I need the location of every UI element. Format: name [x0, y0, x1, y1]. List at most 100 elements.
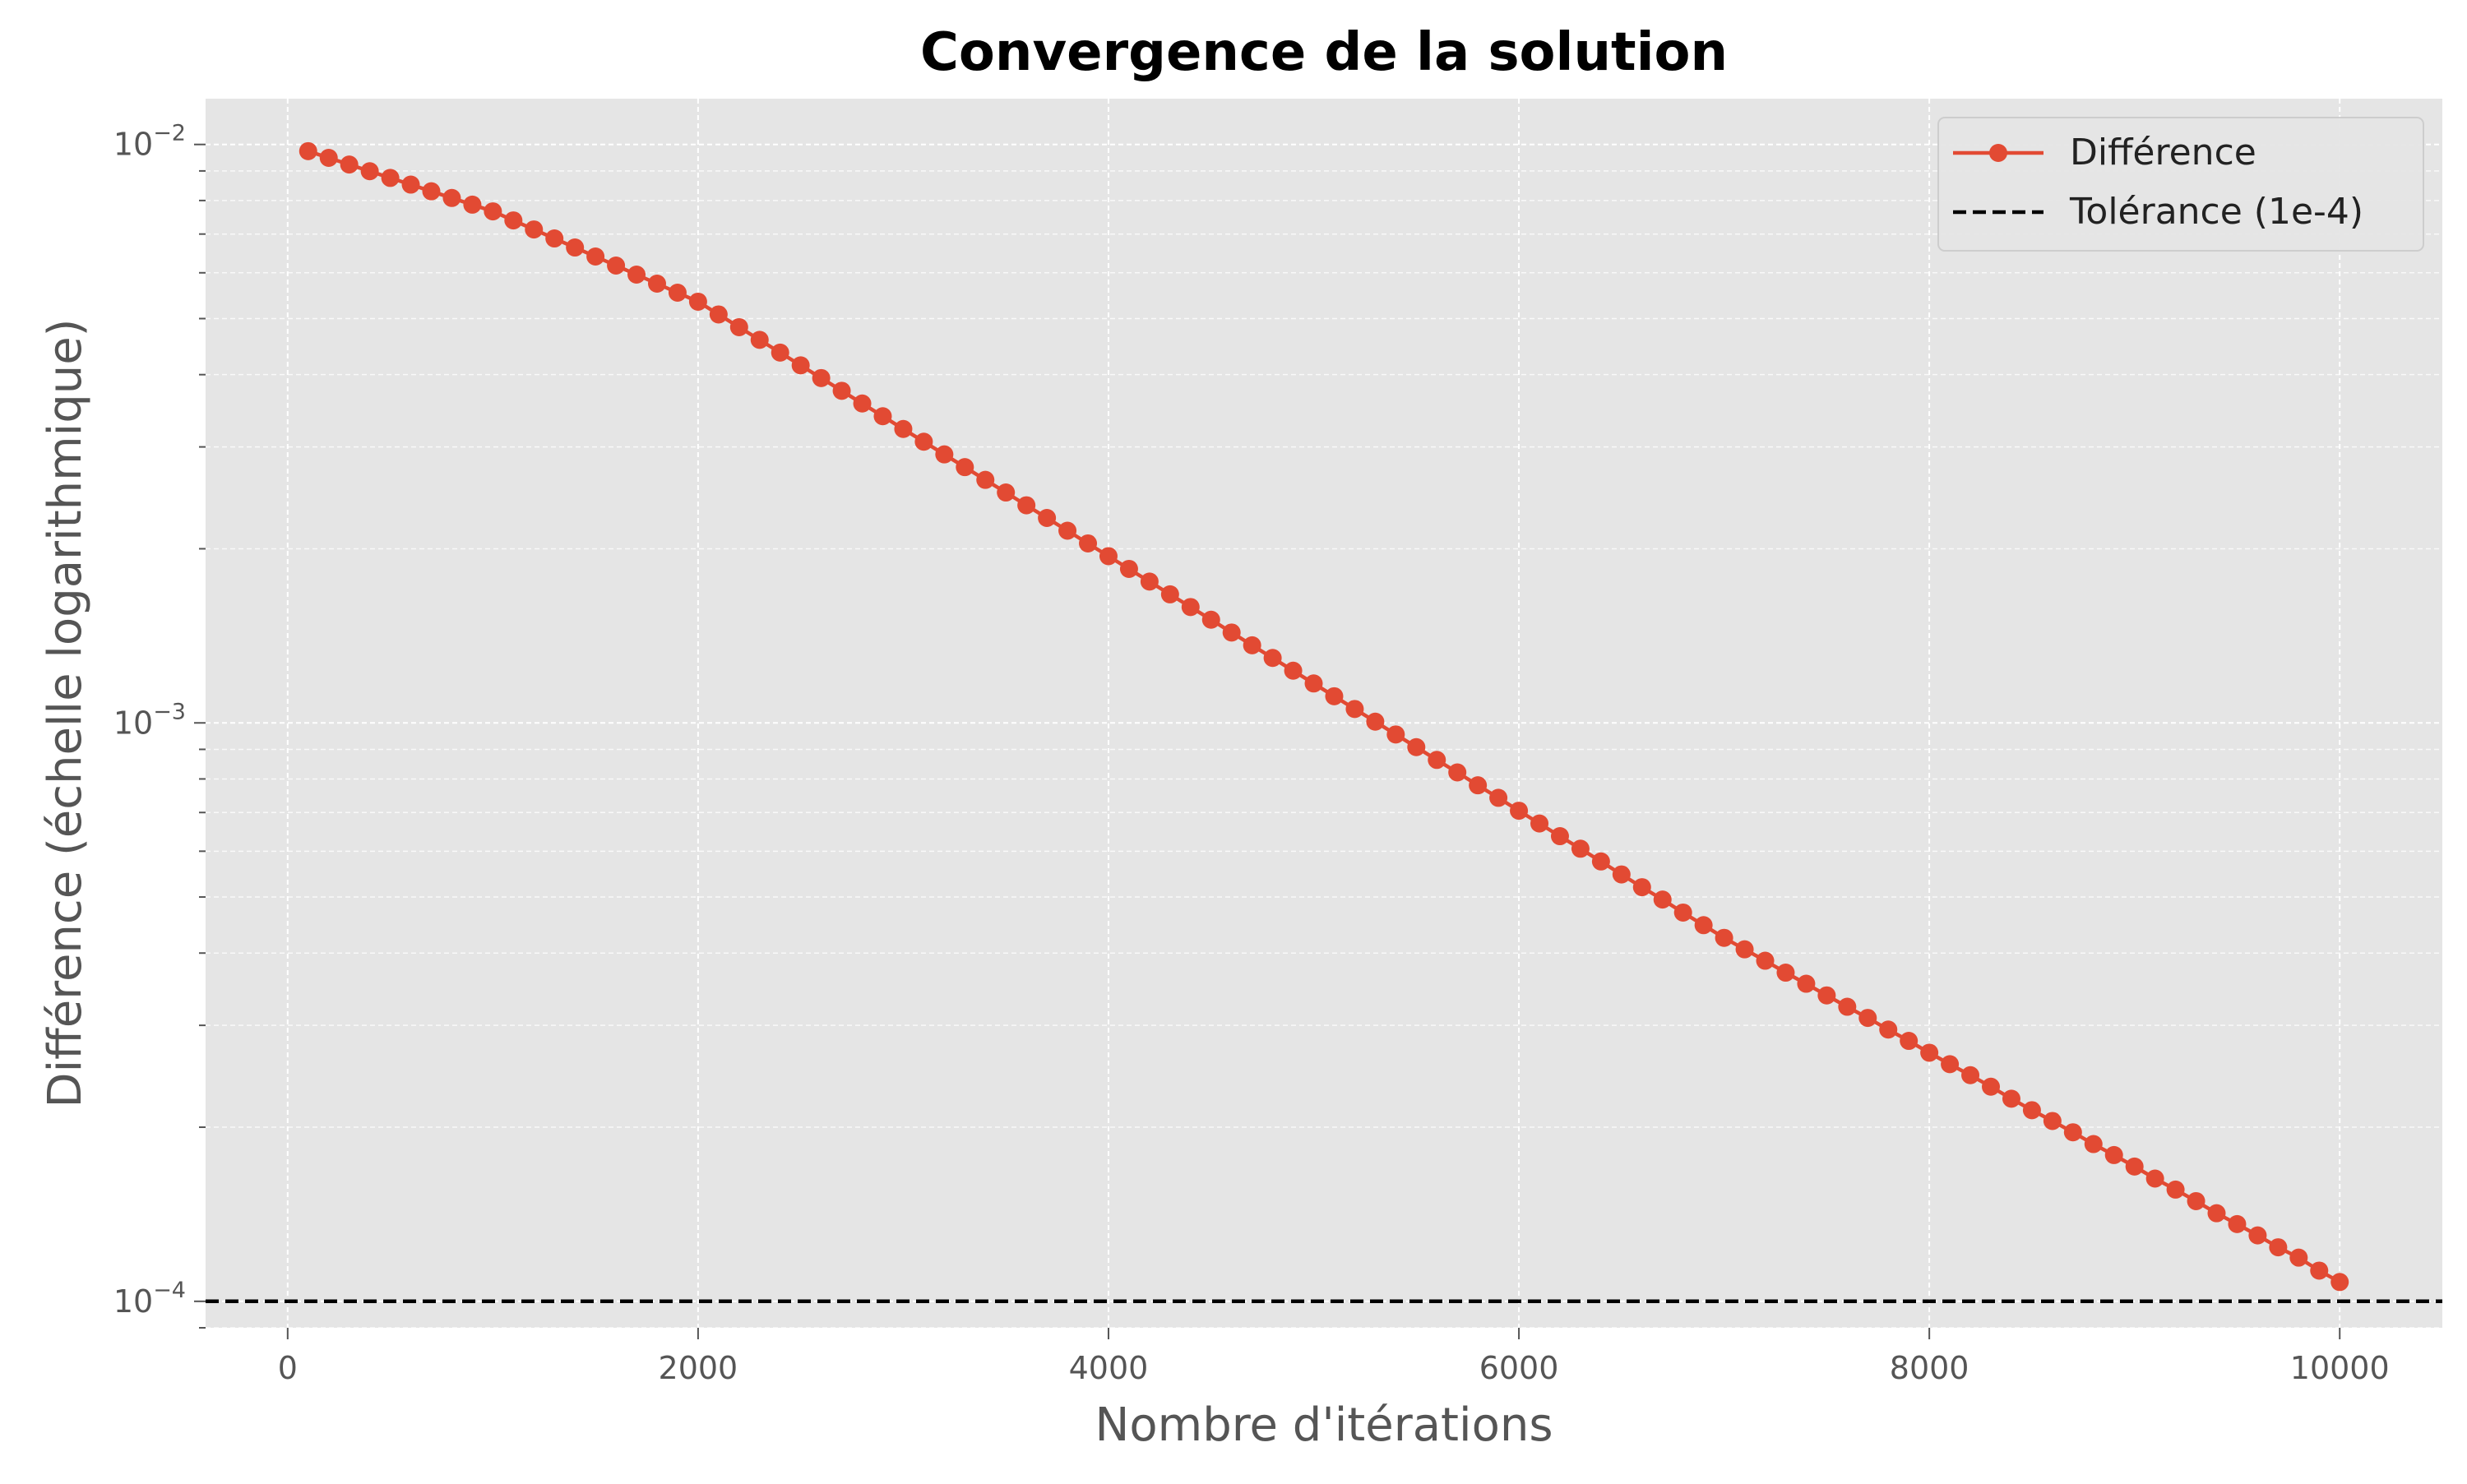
- data-point: [1900, 1032, 1919, 1051]
- data-point: [1756, 951, 1775, 970]
- data-point: [525, 220, 544, 239]
- y-tick-exponent: −3: [153, 699, 186, 724]
- data-point: [1571, 839, 1590, 858]
- data-point: [914, 432, 933, 451]
- x-tick-label: 6000: [1479, 1350, 1559, 1386]
- data-point: [1489, 788, 1508, 807]
- data-point: [442, 188, 461, 207]
- legend-label-tolerance: Tolérance (1e-4): [2069, 191, 2363, 233]
- data-point: [586, 247, 605, 266]
- data-point: [1982, 1077, 2001, 1096]
- data-point: [607, 257, 626, 275]
- data-point: [1735, 940, 1754, 959]
- data-point: [484, 202, 502, 221]
- data-point: [2330, 1273, 2349, 1292]
- y-tick-label: 10−2: [113, 121, 186, 163]
- data-point: [2248, 1226, 2267, 1245]
- data-point: [1448, 763, 1467, 782]
- data-point: [1284, 661, 1303, 680]
- data-point: [771, 343, 789, 362]
- data-point: [463, 195, 482, 214]
- x-tick-label: 2000: [659, 1350, 738, 1386]
- data-point: [1715, 928, 1733, 947]
- data-point: [1366, 712, 1385, 731]
- legend-box: [1937, 117, 2424, 252]
- data-point: [1017, 496, 1036, 515]
- data-point: [729, 317, 748, 336]
- data-point: [2104, 1145, 2123, 1164]
- data-point: [853, 394, 872, 413]
- y-tick-exponent: −2: [153, 121, 186, 146]
- x-axis-label: Nombre d'itérations: [1095, 1398, 1553, 1452]
- data-point: [1673, 903, 1692, 922]
- data-point: [1591, 852, 1610, 871]
- data-point: [976, 470, 995, 489]
- data-point: [1961, 1066, 1980, 1084]
- data-point: [812, 368, 831, 387]
- y-tick-base: 10: [113, 705, 153, 741]
- y-tick-base: 10: [113, 1283, 153, 1320]
- legend-marker-difference: [1989, 144, 2007, 162]
- data-point: [627, 265, 646, 284]
- legend-label-difference: Différence: [2070, 132, 2256, 173]
- data-point: [2228, 1214, 2247, 1233]
- series-line-difference: [308, 149, 2341, 1284]
- data-point: [1817, 986, 1836, 1005]
- data-point: [1428, 751, 1446, 770]
- data-point: [1407, 737, 1426, 756]
- data-point: [2125, 1157, 2144, 1176]
- data-point: [1386, 725, 1405, 744]
- data-point: [1079, 534, 1098, 552]
- x-tick-label: 8000: [1890, 1350, 1969, 1386]
- data-point: [1038, 508, 1057, 527]
- data-point: [1776, 964, 1795, 982]
- data-point: [1181, 598, 1200, 617]
- data-point: [2310, 1261, 2329, 1280]
- data-point: [1058, 521, 1077, 540]
- data-point: [956, 458, 974, 477]
- data-point: [894, 419, 913, 438]
- data-point: [873, 407, 892, 426]
- data-point: [1941, 1055, 1960, 1074]
- y-axis-label: Différence (échelle logarithmique): [39, 318, 92, 1107]
- data-point: [1530, 814, 1549, 833]
- data-point: [2187, 1191, 2205, 1210]
- data-point: [2269, 1238, 2288, 1257]
- data-point: [1920, 1043, 1939, 1062]
- data-point: [647, 275, 666, 294]
- x-tick-label: 10000: [2290, 1350, 2390, 1386]
- data-point: [1694, 916, 1713, 935]
- data-point: [1612, 865, 1631, 884]
- data-point: [1263, 649, 1282, 668]
- data-point: [299, 141, 317, 160]
- data-point: [1797, 974, 1816, 993]
- data-point: [1243, 636, 1261, 654]
- data-point: [1119, 559, 1138, 578]
- data-point: [1201, 610, 1220, 629]
- data-point: [791, 356, 810, 375]
- data-point: [1140, 572, 1159, 591]
- data-point: [2084, 1135, 2103, 1153]
- y-tick-label: 10−3: [113, 699, 186, 741]
- data-point: [319, 148, 338, 167]
- data-point: [1345, 700, 1364, 719]
- data-point: [1632, 878, 1651, 897]
- data-point: [668, 283, 687, 302]
- data-point: [1838, 997, 1857, 1016]
- data-point: [1469, 776, 1488, 795]
- data-point: [422, 182, 441, 201]
- data-point: [504, 211, 523, 230]
- data-point: [1160, 585, 1179, 603]
- data-point: [340, 155, 359, 174]
- data-point: [2002, 1089, 2020, 1108]
- data-point: [1325, 687, 1344, 705]
- y-tick-exponent: −4: [153, 1278, 186, 1303]
- data-point: [2145, 1169, 2164, 1188]
- data-point: [935, 445, 954, 464]
- data-point: [1550, 827, 1569, 846]
- y-tick-label: 10−4: [113, 1278, 186, 1320]
- data-point: [2063, 1123, 2082, 1142]
- y-tick-base: 10: [113, 127, 153, 163]
